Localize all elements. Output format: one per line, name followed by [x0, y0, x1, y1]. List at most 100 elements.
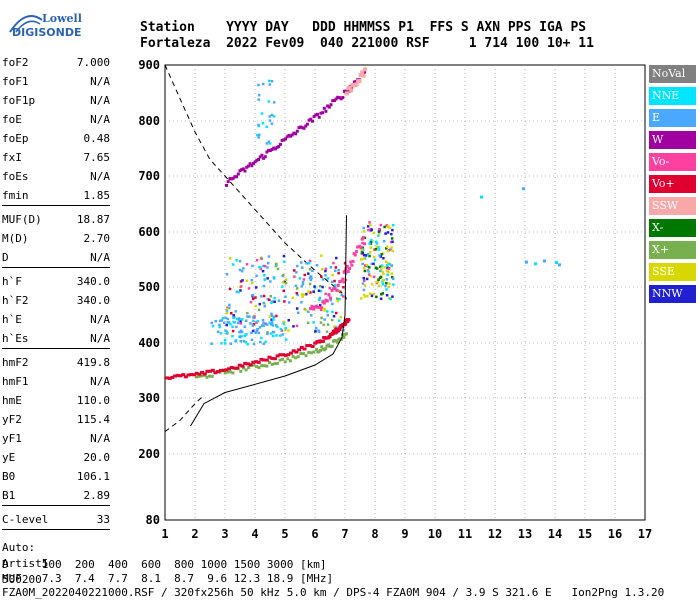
- echo-point: [295, 287, 299, 290]
- echo-point: [388, 226, 392, 230]
- multihop-trace-point: [297, 126, 301, 130]
- o-trace-point: [221, 368, 226, 372]
- echo-point: [366, 252, 370, 256]
- spread-trace-point: [312, 307, 316, 311]
- echo-point: [223, 338, 227, 342]
- echo-point: [361, 282, 365, 285]
- echo-point: [310, 314, 313, 317]
- x-trace-point: [208, 374, 211, 378]
- echo-point: [301, 283, 305, 286]
- o-trace-point: [332, 329, 337, 333]
- o-trace-point: [254, 360, 258, 364]
- echo-point: [362, 288, 366, 292]
- echo-point: [277, 299, 281, 302]
- echo-point: [256, 328, 259, 331]
- x-trace-point: [315, 348, 318, 352]
- echo-point: [338, 298, 341, 301]
- echo-point: [267, 140, 270, 143]
- x-trace-point: [281, 357, 285, 361]
- spread-trace-point: [363, 242, 366, 246]
- param-name: B0: [2, 470, 16, 483]
- x-trace-point: [278, 358, 282, 362]
- multihop-trace-point: [361, 73, 366, 78]
- o-trace-point: [310, 345, 315, 348]
- echo-point: [362, 226, 365, 230]
- echo-point: [293, 269, 296, 272]
- echo-point: [244, 341, 247, 344]
- echo-point: [260, 295, 263, 298]
- echo-point: [386, 249, 390, 253]
- echo-point: [369, 223, 372, 227]
- echo-point: [320, 254, 323, 257]
- echo-point: [276, 267, 280, 271]
- echo-point: [368, 221, 371, 224]
- multihop-trace-point: [267, 148, 271, 152]
- echo-point: [257, 93, 261, 97]
- echo-point: [367, 228, 370, 232]
- param-value: 110.0: [76, 394, 110, 407]
- multihop-trace-point: [285, 135, 289, 139]
- o-trace-point: [165, 376, 169, 380]
- echo-point: [386, 266, 389, 270]
- echo-point: [268, 321, 271, 324]
- echo-point: [251, 329, 255, 333]
- echo-point: [272, 334, 275, 338]
- multihop-trace-point: [311, 119, 314, 123]
- echo-point: [374, 248, 378, 251]
- echo-point: [273, 297, 276, 300]
- echo-point: [373, 255, 376, 259]
- multihop-trace-point: [345, 91, 349, 96]
- spread-trace-point: [318, 306, 322, 310]
- spread-trace-point: [348, 267, 351, 270]
- param-row: foEp 0.48: [2, 132, 110, 146]
- echo-point: [250, 331, 253, 334]
- x-tick-label: 12: [488, 527, 502, 541]
- multihop-trace-point: [243, 169, 247, 173]
- echo-point: [258, 133, 261, 137]
- multihop-trace-point: [326, 104, 330, 108]
- spread-trace-point: [349, 260, 353, 264]
- x-trace-point: [335, 340, 339, 344]
- param-name: foEp: [2, 132, 29, 145]
- multihop-trace-point: [278, 142, 282, 146]
- o-trace-point: [262, 358, 267, 362]
- x-tick-label: 8: [371, 527, 378, 541]
- echo-point: [235, 325, 238, 329]
- multihop-trace-point: [248, 162, 252, 166]
- echo-point: [225, 323, 228, 327]
- auto-scaling-line: Artist5: [2, 557, 49, 570]
- echo-point: [266, 297, 269, 301]
- param-value: 1.85: [83, 189, 111, 202]
- echo-point: [258, 326, 262, 329]
- o-trace-point: [240, 364, 245, 368]
- x-trace-point: [304, 354, 308, 358]
- echo-point: [235, 259, 238, 262]
- x-trace-point: [299, 352, 303, 356]
- multihop-trace-point: [363, 70, 366, 74]
- param-value: N/A: [90, 113, 110, 126]
- echo-point: [268, 115, 271, 118]
- o-trace-point: [200, 370, 205, 374]
- echo-point: [282, 322, 286, 325]
- echo-point: [270, 332, 273, 335]
- echo-point: [336, 297, 339, 300]
- y-tick-label: 600: [138, 225, 160, 239]
- echo-point: [263, 278, 266, 282]
- param-name: C-level: [2, 513, 49, 526]
- echo-point: [268, 119, 272, 122]
- multihop-trace-point: [233, 175, 237, 179]
- footer-distance-row: D 100 200 400 600 800 1000 1500 3000 [km…: [2, 558, 327, 571]
- multihop-trace-point: [253, 160, 257, 164]
- echo-point: [231, 329, 235, 333]
- echo-point: [257, 331, 260, 335]
- multihop-trace-point: [277, 145, 281, 149]
- echo-point: [379, 275, 383, 279]
- param-name: yF2: [2, 413, 22, 426]
- x-trace-point: [320, 345, 324, 349]
- echo-point: [380, 293, 383, 296]
- echo-point: [257, 83, 260, 87]
- multihop-trace-point: [262, 156, 266, 160]
- param-row: hmE 110.0: [2, 394, 110, 408]
- profile-curve: [190, 215, 347, 427]
- echo-point: [329, 298, 332, 302]
